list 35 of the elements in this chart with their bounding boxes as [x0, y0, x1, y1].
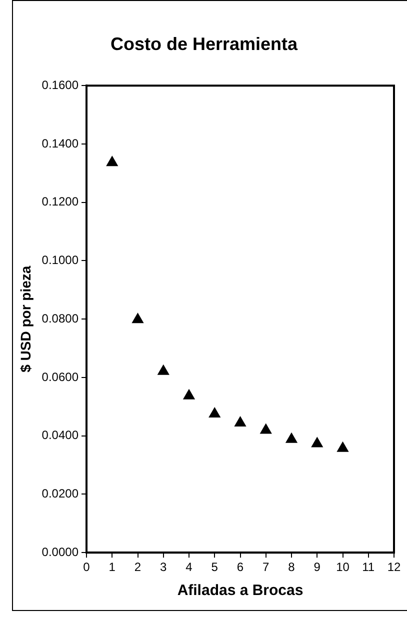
point — [260, 424, 272, 434]
y-tick-label: 0.0200 — [42, 486, 79, 501]
y-axis-title: $ USD por pieza — [17, 266, 34, 372]
x-tick-label: 5 — [211, 560, 218, 574]
x-tick-label: 1 — [108, 560, 116, 574]
x-tick-label: 9 — [314, 560, 321, 574]
point — [234, 416, 246, 427]
x-tick-label: 4 — [186, 560, 193, 574]
y-tick-label: 0.1600 — [42, 78, 79, 92]
y-tick-label: 0.0600 — [42, 370, 79, 384]
x-tick-label: 12 — [387, 560, 401, 574]
y-tick-label: 0.0400 — [42, 428, 79, 442]
x-tick-label: 0 — [83, 560, 90, 574]
point — [311, 437, 323, 448]
point — [106, 156, 118, 166]
point — [208, 407, 220, 418]
x-tick-label: 10 — [336, 560, 350, 574]
point — [158, 364, 170, 375]
chart-title: Costo de Herramienta — [110, 34, 299, 54]
point — [132, 313, 144, 324]
x-tick-label: 6 — [236, 560, 244, 574]
x-tick-label: 8 — [288, 560, 296, 574]
x-tick-label: 11 — [362, 560, 375, 574]
y-tick-label: 0.0000 — [42, 544, 79, 559]
point — [183, 389, 195, 400]
y-tick-label: 0.0800 — [42, 311, 79, 326]
x-tick-label: 3 — [160, 560, 168, 574]
x-tick-label: 7 — [262, 560, 270, 574]
x-tick-label: 2 — [134, 560, 142, 574]
y-tick-label: 0.1400 — [42, 136, 79, 150]
x-axis-title: Afiladas a Brocas — [177, 582, 304, 600]
y-tick-label: 0.1000 — [42, 253, 79, 268]
point — [286, 432, 298, 443]
point — [337, 442, 348, 452]
y-tick-label: 0.1200 — [42, 194, 79, 209]
